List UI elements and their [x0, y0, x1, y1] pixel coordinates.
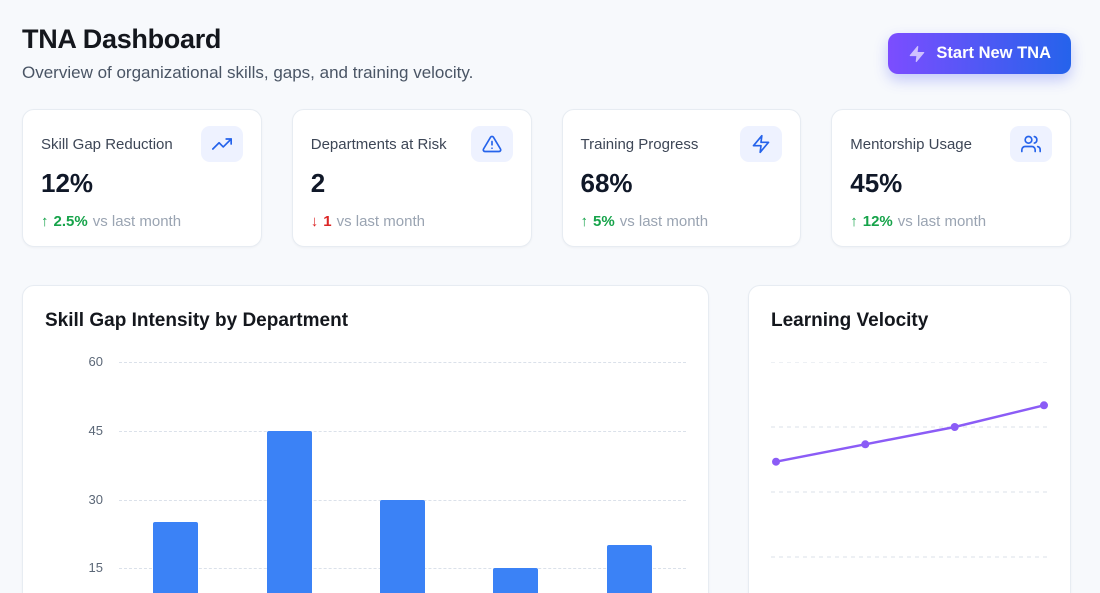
trending-up-icon [200, 126, 243, 162]
bar-4 [606, 545, 652, 593]
stat-card-departments-at-risk: Departments at Risk 2 ↓ 1 vs last month [291, 109, 532, 247]
bar-chart-y-tick: 30 [88, 491, 103, 507]
zap-icon [908, 45, 926, 63]
stat-delta: ↑ 2.5% vs last month [41, 213, 243, 230]
stat-label: Training Progress [580, 135, 699, 153]
bar-chart-y-tick: 15 [88, 560, 103, 576]
stat-cards-row: Skill Gap Reduction 12% ↑ 2.5% vs last month… [22, 109, 1071, 247]
stat-value: 2 [310, 168, 326, 198]
bar-2 [380, 499, 425, 593]
users-icon [1010, 126, 1052, 162]
stat-card-top: Mentorship Usage [850, 126, 1052, 162]
delta-value: 5% [593, 213, 615, 230]
delta-arrow-up-icon: ↑ [41, 213, 49, 230]
delta-arrow-down-icon: ↓ [310, 213, 319, 230]
alert-triangle-icon [470, 126, 513, 162]
line-chart-card: Learning Velocity [748, 285, 1071, 593]
bar-1 [266, 430, 312, 593]
stat-value: 68% [580, 168, 633, 198]
stat-label: Departments at Risk [310, 135, 447, 153]
learning-velocity-line [774, 404, 1046, 463]
start-new-tna-button[interactable]: Start New TNA [888, 33, 1071, 74]
bar-0 [153, 522, 199, 593]
stat-delta: ↑ 5% vs last month [581, 213, 783, 230]
delta-arrow-up-icon: ↑ [580, 213, 589, 230]
stat-value: 45% [850, 168, 903, 198]
stat-card-top: Departments at Risk [311, 126, 513, 162]
stat-card-training-progress: Training Progress 68% ↑ 5% vs last month [561, 109, 802, 247]
delta-value: 2.5% [53, 213, 88, 230]
stat-card-top: Skill Gap Reduction [41, 126, 243, 162]
line-chart-plot [771, 361, 1050, 593]
bar-chart-plot: 60 45 30 15 [45, 354, 686, 593]
delta-value: 1 [323, 213, 332, 230]
line-point-0 [772, 457, 780, 466]
bar-chart-title: Skill Gap Intensity by Department [45, 310, 349, 331]
header: TNA Dashboard Overview of organizational… [22, 24, 1071, 83]
stat-value: 12% [41, 168, 94, 198]
bar-chart-gridline [119, 362, 686, 363]
stat-card-mentorship-usage: Mentorship Usage 45% ↑ 12% vs last month [831, 109, 1071, 247]
bar-chart-y-tick: 60 [88, 354, 103, 369]
stat-card-skill-gap-reduction: Skill Gap Reduction 12% ↑ 2.5% vs last month [22, 109, 262, 247]
line-point-1 [861, 440, 870, 449]
page-subtitle: Overview of organizational skills, gaps,… [22, 63, 474, 82]
stat-label: Skill Gap Reduction [41, 135, 173, 153]
delta-note: vs last month [92, 213, 182, 230]
line-chart-svg [771, 361, 1050, 558]
line-point-3 [1040, 401, 1048, 410]
stat-delta: ↓ 1 vs last month [311, 213, 513, 230]
bar-chart-card: Skill Gap Intensity by Department 60 45 30… [22, 285, 709, 593]
page-title: TNA Dashboard [22, 24, 222, 54]
header-titles: TNA Dashboard Overview of organizational… [22, 24, 473, 83]
stat-label: Mentorship Usage [850, 135, 972, 153]
charts-row: Skill Gap Intensity by Department 60 45 30… [22, 285, 1071, 593]
bar-chart-gridline [119, 430, 686, 432]
stat-delta: ↑ 12% vs last month [850, 213, 1052, 230]
delta-value: 12% [862, 213, 893, 230]
delta-note: vs last month [897, 213, 987, 230]
delta-note: vs last month [619, 213, 709, 230]
line-point-2 [950, 423, 959, 431]
stat-card-top: Training Progress [581, 126, 783, 162]
zap-icon [740, 126, 783, 162]
start-new-tna-label: Start New TNA [936, 44, 1051, 62]
bar-chart-y-tick: 45 [88, 422, 103, 438]
delta-note: vs last month [336, 213, 425, 230]
delta-arrow-up-icon: ↑ [850, 213, 858, 230]
line-chart-title: Learning Velocity [771, 310, 929, 331]
bar-3 [493, 568, 539, 593]
